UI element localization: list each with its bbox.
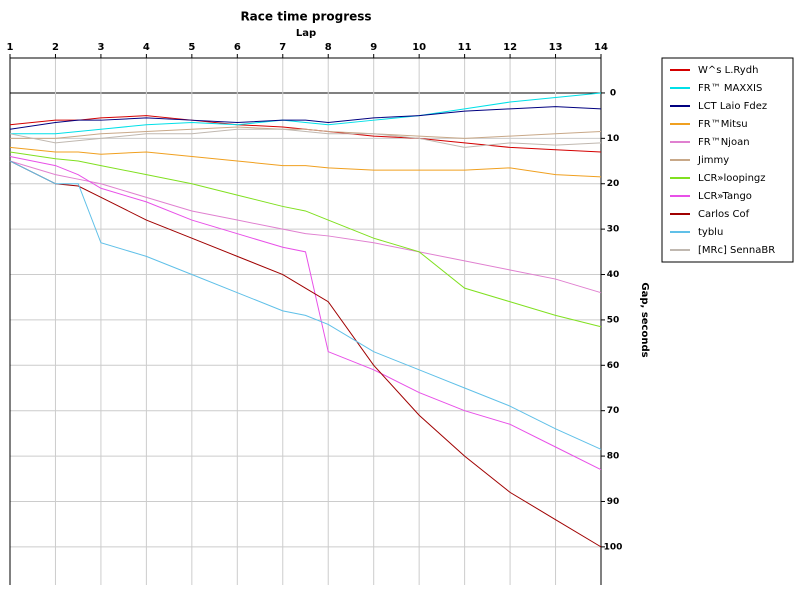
y-tick-label: 40: [607, 270, 620, 280]
legend-label: tyblu: [698, 227, 723, 238]
series-line: [9, 156, 602, 471]
chart-title: Race time progress: [240, 10, 371, 24]
y-tick-label: 90: [607, 497, 620, 507]
series-line: [9, 106, 602, 130]
series-line: [9, 146, 602, 178]
legend-label: Carlos Cof: [698, 209, 750, 220]
y-tick-label: 20: [607, 179, 620, 189]
x-tick-label: 6: [234, 42, 241, 53]
legend-label: LCT Laio Fdez: [698, 101, 767, 112]
legend-label: FR™Njoan: [698, 137, 750, 148]
y-tick-label: 70: [607, 406, 620, 416]
x-tick-label: 10: [412, 42, 426, 53]
y-tick-label: 80: [607, 452, 620, 462]
x-tick-label: 13: [549, 42, 563, 53]
x-tick-label: 8: [325, 42, 332, 53]
legend-label: LCR»Tango: [698, 191, 752, 202]
series-line: [9, 160, 602, 548]
x-tick-label: 4: [143, 42, 150, 53]
y-tick-label: 10: [607, 134, 620, 144]
series-line: [9, 160, 602, 450]
series-line: [9, 160, 602, 294]
legend-label: LCR»loopingz: [698, 173, 766, 184]
y-tick-label: 60: [607, 361, 620, 371]
legend-label: W^s L.Rydh: [698, 65, 758, 76]
series-line: [10, 126, 602, 139]
y-tick-label: 0: [610, 88, 616, 98]
x-tick-label: 3: [97, 42, 104, 53]
legend-label: [MRc] SennaBR: [698, 245, 775, 256]
x-tick-label: 9: [370, 42, 377, 53]
legend-label: Jimmy: [697, 155, 729, 166]
x-tick-label: 5: [188, 42, 195, 53]
series-line: [10, 92, 602, 135]
y-tick-label: 50: [607, 315, 620, 325]
x-tick-label: 14: [594, 42, 608, 53]
legend-label: FR™Mitsu: [698, 119, 748, 130]
series-line: [9, 151, 602, 328]
x-tick-label: 1: [7, 42, 14, 53]
series-line: [9, 128, 602, 148]
y-tick-label: 100: [604, 542, 623, 552]
x-tick-label: 12: [503, 42, 517, 53]
y-axis-label: Gap, seconds: [639, 282, 650, 357]
x-axis-label: Lap: [296, 28, 316, 39]
x-tick-label: 2: [52, 42, 59, 53]
x-tick-label: 11: [458, 42, 472, 53]
legend-label: FR™ MAXXIS: [698, 83, 762, 94]
y-tick-label: 30: [607, 225, 620, 235]
x-tick-label: 7: [279, 42, 286, 53]
